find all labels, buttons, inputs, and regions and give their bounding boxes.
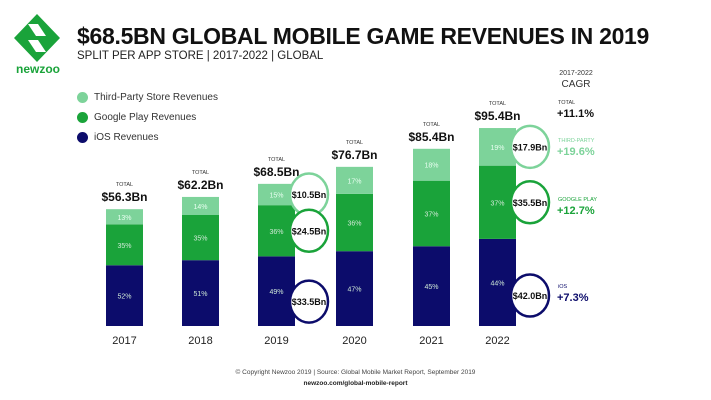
cagr-label: GOOGLE PLAY [558,197,598,203]
bar-segment [182,196,219,216]
cagr-label: THIRD-PARTY [558,138,595,144]
total-label: $76.7Bn [331,148,377,162]
percent-label: 47% [347,287,361,294]
legend-swatch [77,92,88,103]
bar-segment [106,209,143,225]
bar-segment [106,265,143,326]
cagr-heading: CAGR [561,79,591,90]
legend-swatch [77,132,88,143]
x-tick-label: 2017 [112,335,136,347]
callout-value: $33.5Bn [292,297,327,307]
total-caption: TOTAL [116,182,133,188]
cagr-label: iOS [558,284,568,290]
callout-circle [509,180,551,225]
cagr-value: +12.7% [557,205,595,217]
cagr-value: +19.6% [557,146,595,158]
bar-segment [106,224,143,266]
percent-label: 45% [424,284,438,291]
percent-label: 19% [490,145,504,152]
legend-label: Google Play Revenues [94,112,197,123]
cagr-value: +7.3% [557,292,589,304]
legend-google-play: Google Play Revenues [77,112,196,123]
bar-segment [413,180,450,247]
total-caption: TOTAL [192,170,209,176]
cagr-period: 2017-2022 [559,70,593,77]
total-label: $62.2Bn [177,178,223,192]
total-label: $95.4Bn [474,109,520,123]
callout-circle [509,273,551,318]
percent-label: 14% [193,204,207,211]
callout-circle [288,208,330,254]
percent-label: 37% [424,211,438,218]
percent-label: 13% [117,215,131,222]
bar-segment [258,256,295,326]
legend-label: iOS Revenues [94,132,159,143]
cagr-label: TOTAL [558,100,576,106]
total-label: $68.5Bn [253,165,299,179]
cagr-value: +11.1% [557,108,595,120]
bar-segment [182,215,219,261]
total-label: $56.3Bn [101,190,147,204]
bar-segment [336,166,373,194]
callout-value: $24.5Bn [292,226,327,236]
total-label: $85.4Bn [408,130,454,144]
percent-label: 37% [490,200,504,207]
bar-segment [336,193,373,252]
x-tick-label: 2021 [419,335,443,347]
callout-value: $10.5Bn [292,190,327,200]
percent-label: 51% [193,291,207,298]
x-tick-label: 2020 [342,335,366,347]
percent-label: 36% [269,229,283,236]
percent-label: 15% [269,193,283,200]
bar-segment [336,251,373,326]
bar-segment [413,148,450,181]
logo-text: newzoo [16,62,60,76]
bar-segment [182,260,219,326]
percent-label: 44% [490,280,504,287]
callout-value: $17.9Bn [513,142,548,152]
report-url[interactable]: newzoo.com/global-mobile-report [303,380,408,387]
legend-ios: iOS Revenues [77,132,158,143]
percent-label: 35% [193,236,207,243]
percent-label: 49% [269,289,283,296]
legend-third-party: Third-Party Store Revenues [77,92,218,103]
page-title: $68.5BN GLOBAL MOBILE GAME REVENUES IN 2… [77,23,650,49]
bar-segment [258,183,295,206]
percent-label: 17% [347,178,361,185]
bar-segment [413,246,450,326]
callout-circle [509,124,551,170]
percent-label: 18% [424,163,438,170]
total-caption: TOTAL [423,122,440,128]
subtitle: SPLIT PER APP STORE | 2017-2022 | GLOBAL [77,50,324,62]
copyright-note: © Copyright Newzoo 2019 | Source: Global… [235,369,476,376]
callout-value: $42.0Bn [513,291,548,301]
bar-segment [479,238,516,326]
newzoo-logo-icon [14,14,60,62]
x-tick-label: 2018 [188,335,212,347]
x-tick-label: 2022 [485,335,509,347]
total-caption: TOTAL [489,101,506,107]
callout-value: $35.5Bn [513,198,548,208]
legend-label: Third-Party Store Revenues [94,92,218,103]
percent-label: 52% [117,294,131,301]
percent-label: 35% [117,243,131,250]
percent-label: 36% [347,221,361,228]
total-caption: TOTAL [268,157,285,163]
total-caption: TOTAL [346,140,363,146]
x-tick-label: 2019 [264,335,288,347]
legend-swatch [77,112,88,123]
callout-circle [288,279,330,324]
